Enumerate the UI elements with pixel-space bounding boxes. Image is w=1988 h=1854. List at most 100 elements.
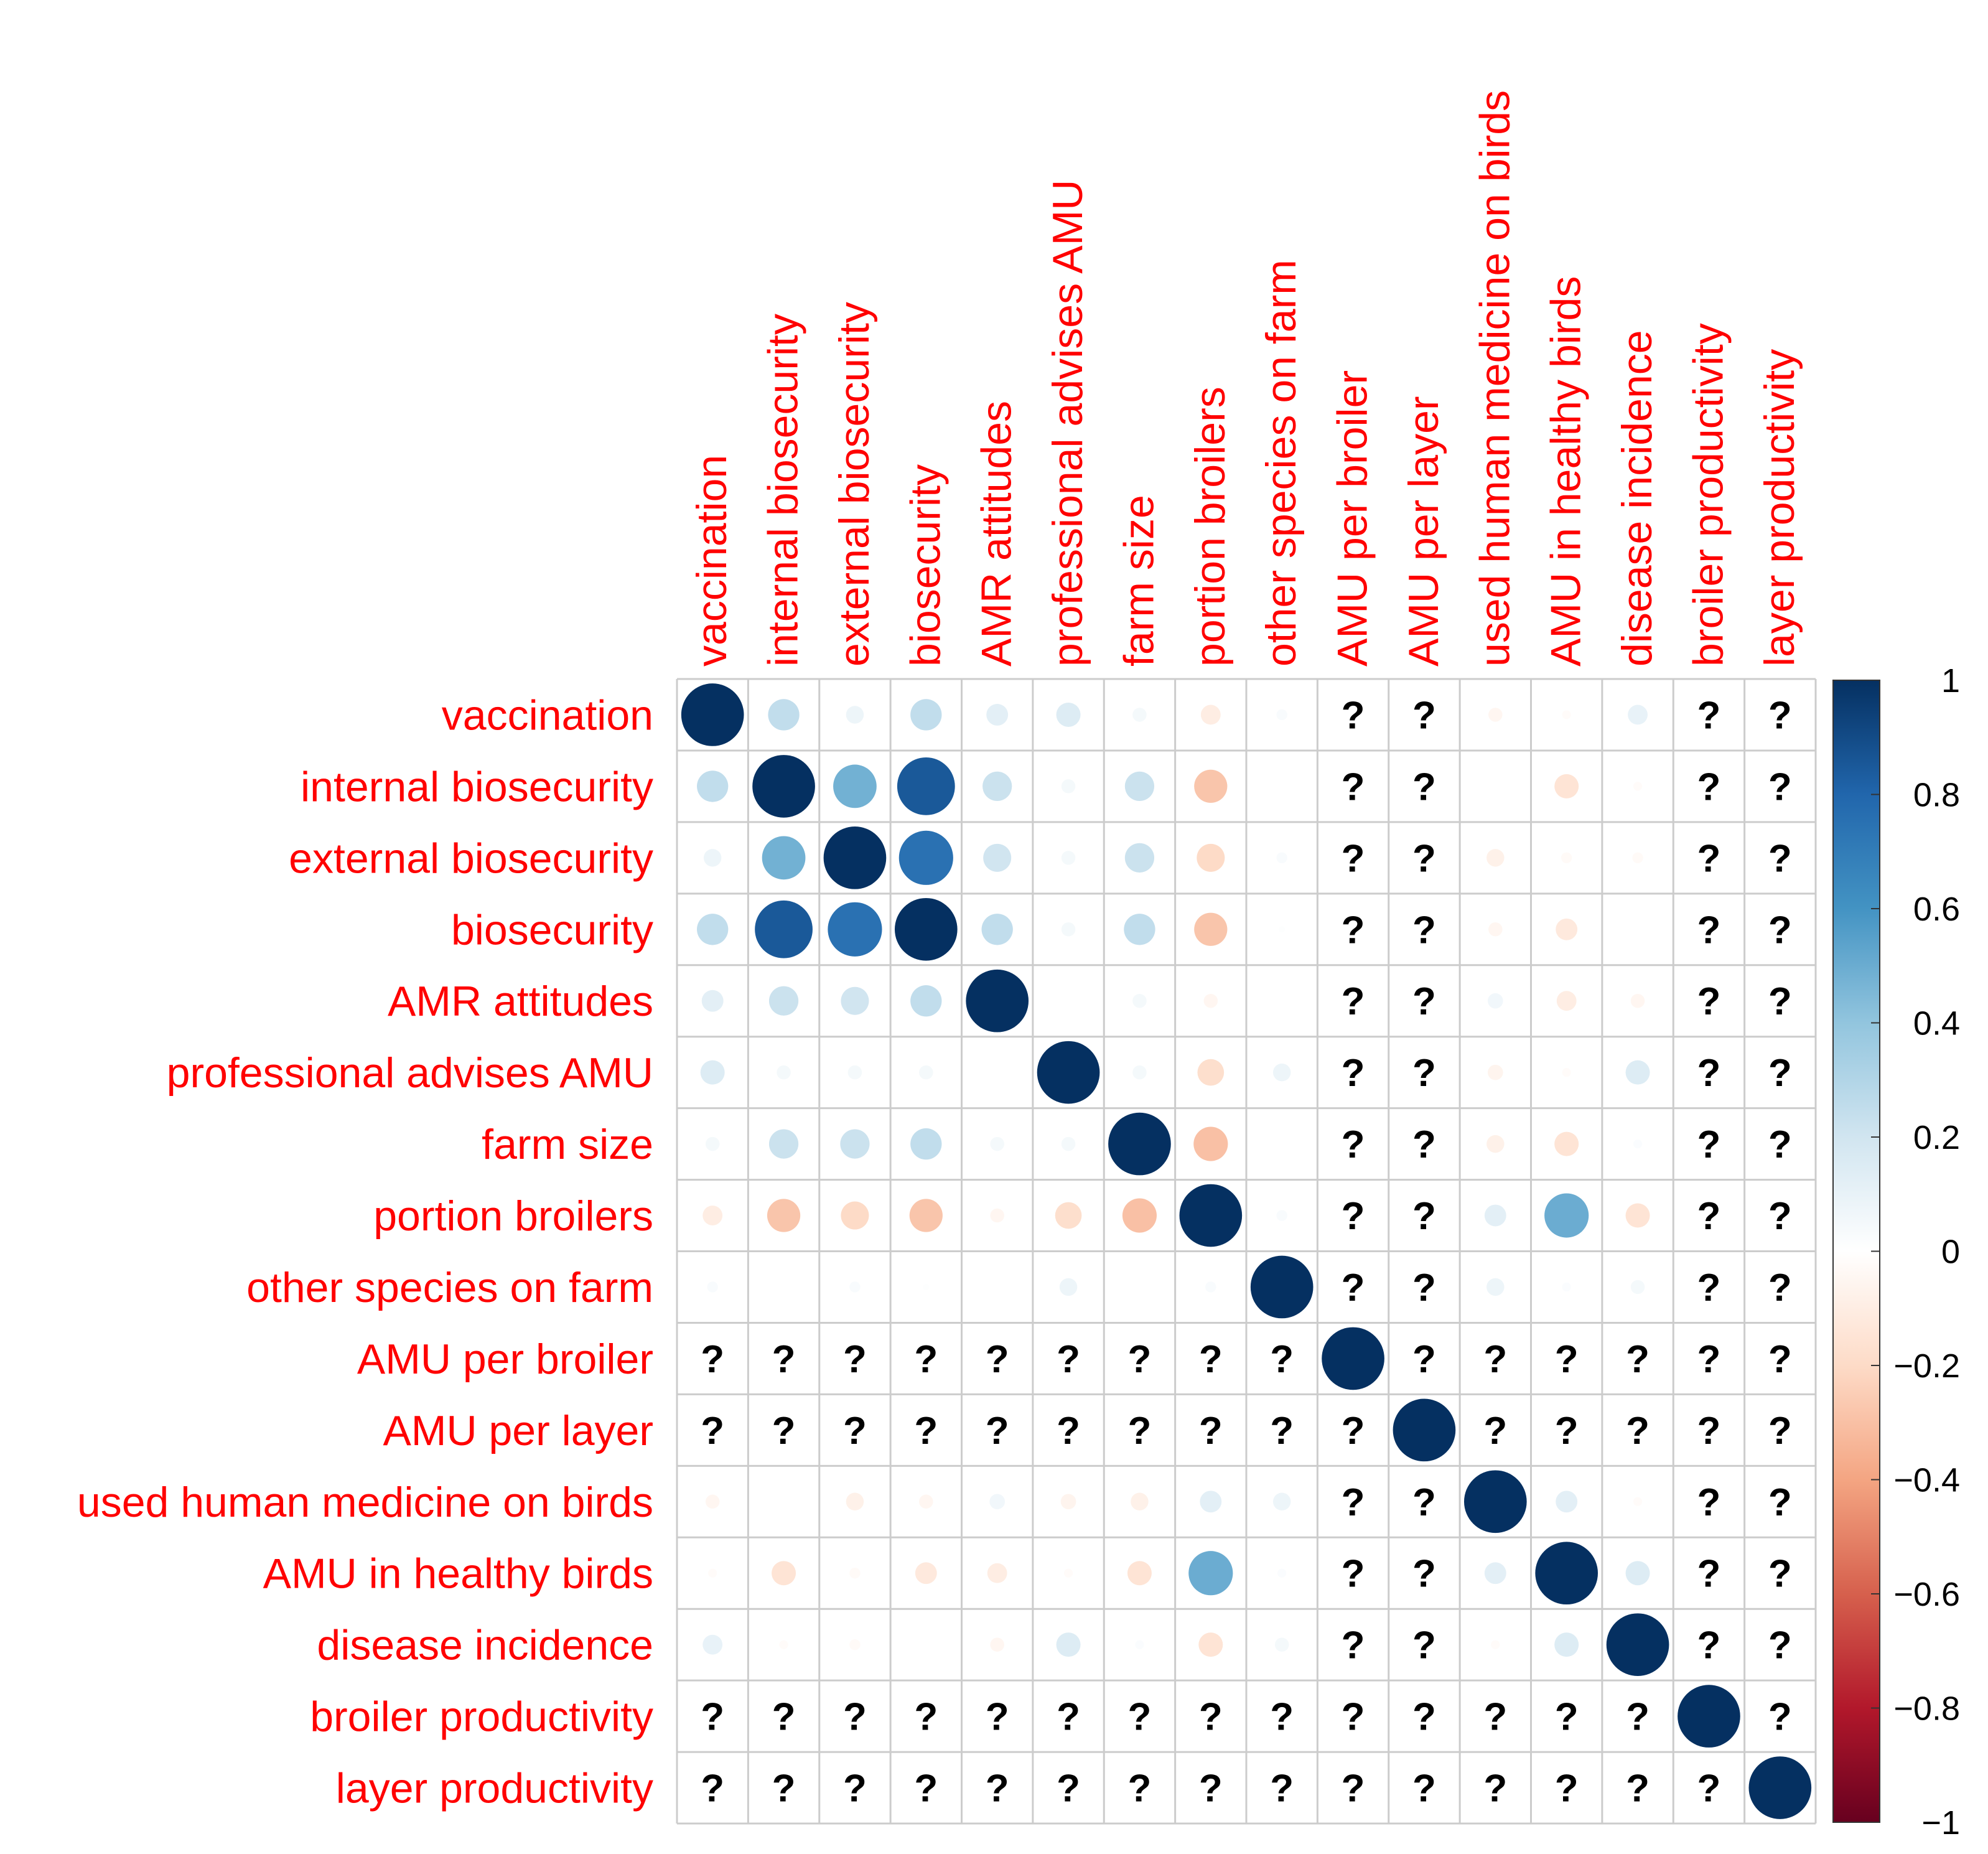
missing-value-mark: ? <box>1768 837 1792 880</box>
missing-value-mark: ? <box>1697 837 1721 880</box>
column-label: biosecurity <box>902 464 949 667</box>
correlation-circle <box>1625 1060 1650 1085</box>
correlation-circle <box>1279 926 1286 933</box>
colorbar-tick-label: −0.6 <box>1893 1576 1960 1613</box>
column-label: AMR attitudes <box>973 401 1020 667</box>
row-label: portion broilers <box>373 1192 653 1240</box>
correlation-circle <box>915 1562 937 1585</box>
missing-value-mark: ? <box>1768 1195 1792 1238</box>
correlation-circle <box>1056 1632 1081 1657</box>
correlation-circle <box>1188 1551 1233 1596</box>
row-label: AMR attitudes <box>388 978 653 1025</box>
correlation-circle <box>1488 708 1503 722</box>
missing-value-mark: ? <box>1412 765 1436 808</box>
missing-value-mark: ? <box>701 1696 724 1739</box>
missing-value-mark: ? <box>986 1338 1009 1381</box>
cells: ????????????????????????????????????????… <box>681 683 1812 1819</box>
correlation-circle <box>910 985 942 1017</box>
missing-value-mark: ? <box>843 1338 867 1381</box>
correlation-circle <box>849 1568 861 1579</box>
correlation-circle <box>1491 1640 1500 1649</box>
missing-value-mark: ? <box>1412 1553 1436 1596</box>
correlation-circle <box>1061 779 1076 794</box>
missing-value-mark: ? <box>1697 1624 1721 1667</box>
correlation-circle <box>909 1199 943 1232</box>
correlation-circle <box>1630 993 1645 1008</box>
correlation-circle <box>1554 774 1579 798</box>
missing-value-mark: ? <box>914 1696 938 1739</box>
row-label: used human medicine on birds <box>77 1479 653 1526</box>
correlation-circle <box>1108 1112 1171 1176</box>
missing-value-mark: ? <box>1768 765 1792 808</box>
correlation-circle <box>1562 1282 1571 1292</box>
column-label: disease incidence <box>1613 330 1661 667</box>
missing-value-mark: ? <box>1555 1338 1579 1381</box>
missing-value-mark: ? <box>1697 1767 1721 1810</box>
missing-value-mark: ? <box>1626 1696 1650 1739</box>
missing-value-mark: ? <box>1697 765 1721 808</box>
correlation-circle <box>840 1129 870 1159</box>
correlation-circle <box>823 826 887 889</box>
missing-value-mark: ? <box>701 1338 724 1381</box>
colorbar-tick-label: 0.8 <box>1913 777 1960 814</box>
correlation-circle <box>1132 1065 1147 1080</box>
missing-value-mark: ? <box>1270 1767 1294 1810</box>
row-label: external biosecurity <box>289 835 653 882</box>
column-label: layer productivity <box>1756 349 1803 667</box>
correlation-circle <box>681 683 744 746</box>
missing-value-mark: ? <box>1412 837 1436 880</box>
correlation-circle <box>1055 1202 1082 1229</box>
column-label: portion broilers <box>1187 386 1234 667</box>
correlation-circle <box>1486 1278 1505 1296</box>
correlation-circle <box>989 1494 1006 1510</box>
missing-value-mark: ? <box>1128 1696 1152 1739</box>
column-label: farm size <box>1115 495 1162 667</box>
correlation-circle <box>1272 1063 1291 1082</box>
row-label: internal biosecurity <box>301 763 653 810</box>
correlation-circle <box>697 914 729 945</box>
column-label: used human medicine on birds <box>1471 90 1518 667</box>
correlation-circle <box>1488 922 1503 937</box>
colorbar-tick-label: −0.8 <box>1893 1690 1960 1728</box>
correlation-circle <box>705 1494 720 1509</box>
correlation-circle <box>702 1206 723 1225</box>
correlation-circle <box>981 914 1013 945</box>
correlation-circle <box>768 1129 799 1159</box>
missing-value-mark: ? <box>701 1410 724 1453</box>
correlation-circle <box>833 764 877 808</box>
missing-value-mark: ? <box>1483 1696 1507 1739</box>
missing-value-mark: ? <box>986 1410 1009 1453</box>
correlation-circle <box>1486 1135 1505 1153</box>
missing-value-mark: ? <box>1199 1767 1223 1810</box>
colorbar-tick-label: 0.4 <box>1913 1005 1960 1042</box>
missing-value-mark: ? <box>1057 1696 1080 1739</box>
correlation-circle <box>1205 1281 1216 1293</box>
missing-value-mark: ? <box>1342 694 1365 737</box>
correlation-circle <box>897 757 955 815</box>
correlation-circle <box>1561 852 1572 864</box>
correlation-circle <box>708 1568 717 1578</box>
missing-value-mark: ? <box>843 1696 867 1739</box>
missing-value-mark: ? <box>1342 1481 1365 1524</box>
missing-value-mark: ? <box>1270 1338 1294 1381</box>
correlation-circle <box>1277 1568 1287 1578</box>
colorbar-tick-label: 0.2 <box>1913 1119 1960 1156</box>
correlation-circle <box>1197 1059 1225 1086</box>
correlation-circle <box>1061 1136 1076 1151</box>
correlation-circle <box>697 770 729 802</box>
missing-value-mark: ? <box>1768 1266 1792 1309</box>
missing-value-mark: ? <box>1412 1052 1436 1095</box>
correlation-circle <box>752 755 815 818</box>
correlation-circle <box>1200 1491 1222 1513</box>
correlation-circle <box>1554 1632 1579 1657</box>
colorbar-tick-label: 0 <box>1941 1234 1960 1271</box>
correlation-circle <box>1322 1327 1384 1390</box>
row-label: professional advises AMU <box>167 1049 653 1097</box>
correlation-circle <box>910 699 942 731</box>
row-label: other species on farm <box>246 1264 653 1311</box>
correlation-circle <box>1544 1193 1589 1238</box>
missing-value-mark: ? <box>1555 1767 1579 1810</box>
correlation-circle <box>700 1060 725 1085</box>
missing-value-mark: ? <box>914 1338 938 1381</box>
correlation-circle <box>1124 914 1155 945</box>
